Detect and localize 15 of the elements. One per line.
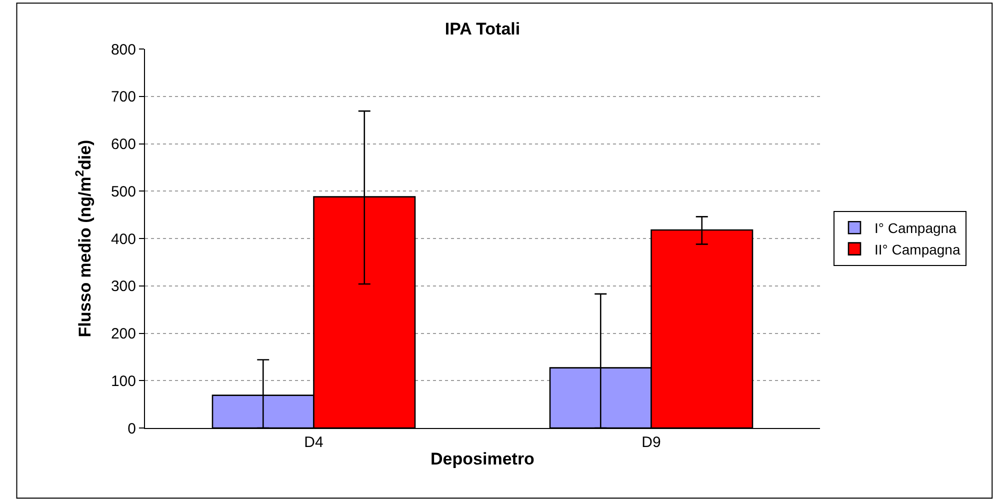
x-tick-label: D4	[304, 434, 324, 451]
x-tick-label: D9	[642, 434, 661, 451]
legend-label: II° Campagna	[874, 241, 960, 258]
x-axis-title: Deposimetro	[430, 449, 534, 468]
y-tick-label: 600	[110, 136, 136, 153]
y-tick-label: 0	[128, 420, 136, 438]
y-tick-label: 300	[110, 278, 136, 296]
y-tick-label: 200	[110, 326, 136, 342]
legend-label: I° Campagna	[874, 220, 957, 236]
y-tick-label: 400	[110, 230, 136, 248]
y-tick-label: 100	[110, 372, 136, 390]
y-tick-label: 700	[110, 88, 136, 106]
chart-title: IPA Totali	[444, 19, 520, 38]
y-tick-label: 500	[110, 183, 136, 200]
y-tick-label: 800	[110, 41, 136, 58]
